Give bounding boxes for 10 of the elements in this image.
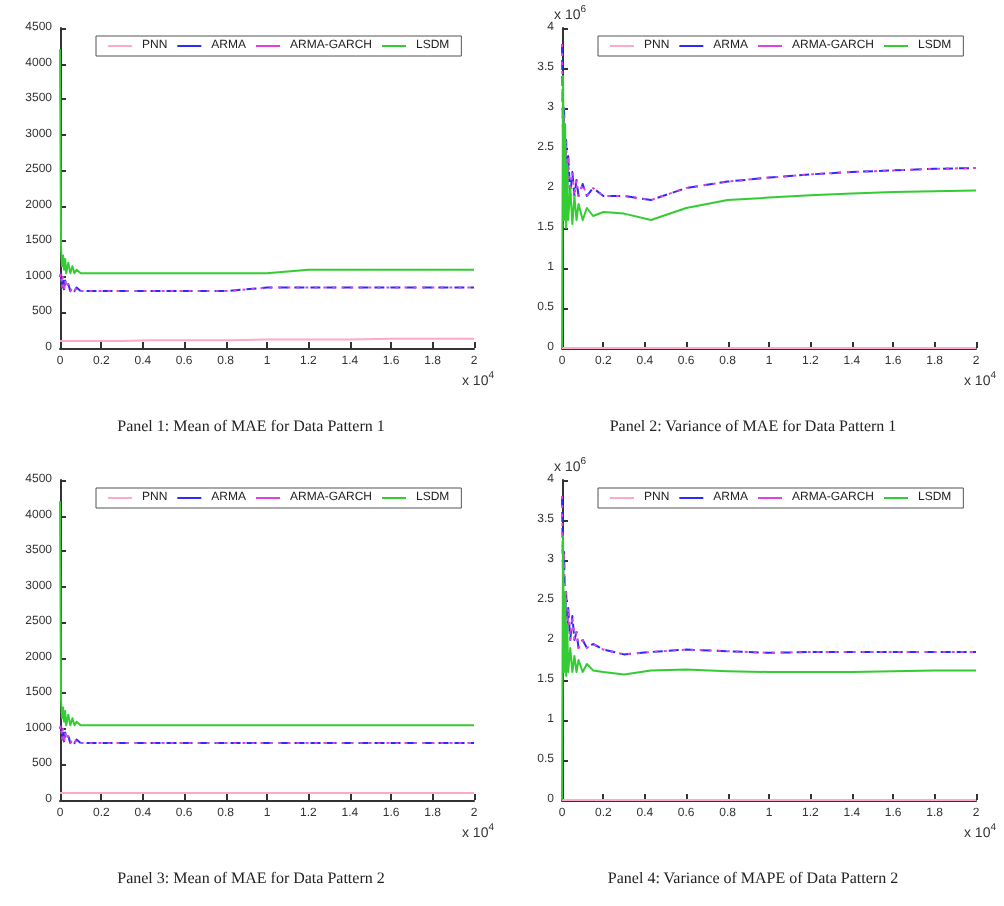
text: Panel 2: Variance of MAE for Data Pattern 1 bbox=[609, 417, 897, 435]
text: Panel 1: Mean of MAE for Data Pattern 1 bbox=[117, 417, 385, 435]
text: Panel 4: Variance of MAPE of Data Pattern 2 bbox=[607, 869, 899, 887]
line-series bbox=[59, 272, 475, 293]
line-series bbox=[59, 500, 475, 727]
line-series bbox=[59, 48, 475, 275]
line-series bbox=[561, 43, 977, 201]
line-series bbox=[59, 724, 475, 745]
line-series bbox=[561, 495, 977, 656]
text: Panel 3: Mean of MAE for Data Pattern 2 bbox=[117, 869, 385, 887]
